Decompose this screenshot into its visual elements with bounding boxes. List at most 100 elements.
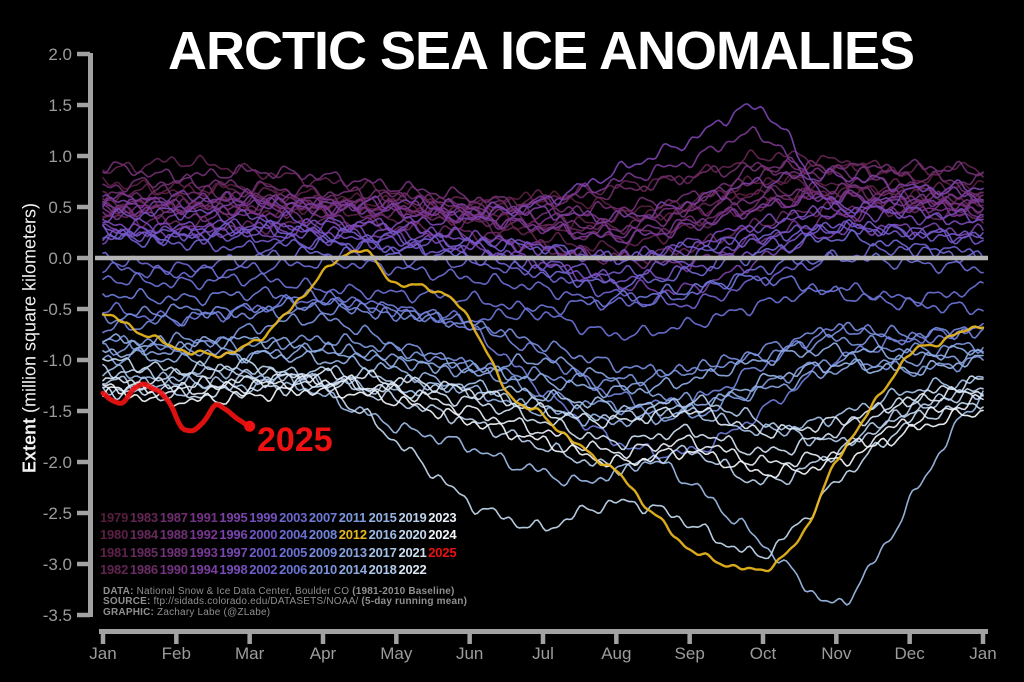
legend-year-1985: 1985: [129, 544, 158, 560]
series-2023-line: [102, 374, 984, 468]
legend-year-2017: 2017: [368, 544, 397, 560]
series-2020-line: [102, 357, 984, 560]
x-tick-label: Mar: [235, 644, 265, 663]
legend-year-2001: 2001: [249, 544, 278, 560]
credit-label: (1981-2010 Baseline): [352, 586, 455, 597]
credit-line-3: GRAPHIC: Zachary Labe (@ZLabe): [103, 606, 467, 618]
legend-year-1995: 1995: [219, 510, 248, 525]
legend-year-2003: 2003: [279, 510, 308, 525]
legend-year-1990: 1990: [159, 562, 188, 578]
credits-block: DATA: National Snow & Ice Data Center, B…: [103, 586, 467, 618]
x-tick-label: Apr: [310, 644, 337, 663]
series-1997-line: [102, 204, 984, 263]
legend-year-2023: 2023: [428, 510, 457, 525]
legend-year-1984: 1984: [129, 527, 158, 543]
credit-label: DATA:: [103, 586, 134, 597]
y-tick-label: -1.0: [43, 351, 72, 370]
legend-year-2013: 2013: [338, 544, 367, 560]
legend-year-1988: 1988: [159, 527, 188, 543]
series-1994-line: [102, 167, 984, 224]
credit-line-2: SOURCE: ftp://sidads.colorado.edu/DATASE…: [103, 597, 467, 607]
series-2000-line: [102, 221, 984, 279]
legend-year-1993: 1993: [189, 544, 218, 560]
legend-row-2: 1980 1984 1988 1992 1996 2000 2004 2008 2012 2016…: [100, 527, 458, 544]
legend-year-2021: 2021: [398, 544, 427, 560]
y-axis-title: Extent (million square kilometers): [20, 203, 41, 473]
legend-year-2011: 2011: [338, 510, 367, 525]
x-tick-label: Nov: [821, 644, 852, 663]
legend-year-2012: 2012: [338, 527, 367, 543]
x-tick-label: Jul: [532, 644, 554, 663]
series-2025-end-dot: [244, 420, 256, 432]
legend-year-1998: 1998: [219, 562, 248, 578]
series-2024-line: [102, 383, 984, 479]
series-2006-line: [102, 273, 984, 327]
legend-year-2004: 2004: [279, 527, 308, 543]
credit-label: SOURCE:: [103, 596, 151, 608]
series-2016-line: [102, 364, 984, 606]
legend-year-2022: 2022: [398, 562, 427, 578]
legend-year-2015: 2015: [368, 510, 397, 525]
legend-year-2024: 2024: [428, 527, 457, 543]
legend-year-2016: 2016: [368, 527, 397, 543]
legend-year-2000: 2000: [249, 527, 278, 543]
legend-year-2002: 2002: [249, 562, 278, 578]
legend-year-1979: 1979: [100, 510, 129, 525]
y-tick-label: 0.0: [48, 249, 72, 268]
legend-year-2009: 2009: [308, 544, 338, 560]
legend-year-1997: 1997: [219, 544, 248, 560]
y-tick-label: -3.0: [43, 555, 72, 574]
series-1991-line: [102, 190, 984, 239]
series-1992-line: [102, 126, 984, 223]
series-2008-line: [102, 296, 984, 409]
legend-year-2014: 2014: [338, 562, 367, 578]
legend-year-2010: 2010: [308, 562, 338, 578]
y-tick-label: 1.5: [48, 96, 72, 115]
y-tick-label: 1.0: [48, 147, 72, 166]
y-tick-label: -3.5: [43, 606, 72, 625]
x-tick-label: Dec: [895, 644, 926, 663]
x-tick-label: Oct: [750, 644, 777, 663]
series-2019-line: [102, 363, 984, 486]
legend-year-2020: 2020: [398, 527, 427, 543]
series-2004-line: [102, 249, 984, 311]
legend-year-2018: 2018: [368, 562, 397, 578]
x-tick-label: Feb: [162, 644, 191, 663]
legend-year-2008: 2008: [308, 527, 338, 543]
series-2009-line: [102, 302, 984, 378]
credit-label: GRAPHIC:: [103, 606, 155, 618]
x-tick-label: May: [380, 644, 413, 663]
series-2025-line: [100, 381, 253, 434]
x-tick-label: Aug: [601, 644, 631, 663]
legend-year-2007: 2007: [308, 510, 338, 525]
legend-year-1982: 1982: [100, 562, 129, 578]
series-2013-line: [102, 341, 984, 407]
legend-year-1996: 1996: [219, 527, 248, 543]
series-2005-line: [102, 272, 984, 341]
legend-year-1981: 1981: [100, 544, 129, 560]
series-2001-line: [102, 218, 984, 266]
series-2011-line: [102, 331, 984, 422]
x-tick-label: Jun: [456, 644, 483, 663]
legend-row-1: 1979 1983 1987 1991 1995 1999 2003 2007 2011 2015…: [100, 510, 458, 527]
legend-year-1994: 1994: [189, 562, 218, 578]
credit-line-1: DATA: National Snow & Ice Data Center, B…: [103, 586, 467, 597]
series-2022-line: [102, 367, 984, 439]
y-tick-label: 0.5: [48, 198, 72, 217]
legend-year-2006: 2006: [279, 562, 308, 578]
legend-year-2025: 2025: [428, 544, 457, 560]
legend-year-1980: 1980: [100, 527, 129, 543]
series-2014-line: [102, 333, 984, 399]
legend-year-1989: 1989: [159, 544, 188, 560]
series-2012-line: [101, 249, 985, 573]
legend-row-4: 1982 1986 1990 1994 1998 2002 2006 2010 2014 2018…: [100, 562, 458, 579]
x-tick-label: Jan: [969, 644, 996, 663]
series-2017-line: [102, 372, 984, 437]
legend-year-1983: 1983: [129, 510, 158, 525]
legend-year-2019: 2019: [398, 510, 427, 525]
y-tick-label: -1.5: [43, 402, 72, 421]
credit-text: ftp://sidads.colorado.edu/DATASETS/NOAA/: [150, 596, 362, 608]
legend-year-1991: 1991: [189, 510, 218, 525]
credit-text: Zachary Labe (@ZLabe): [154, 606, 271, 618]
